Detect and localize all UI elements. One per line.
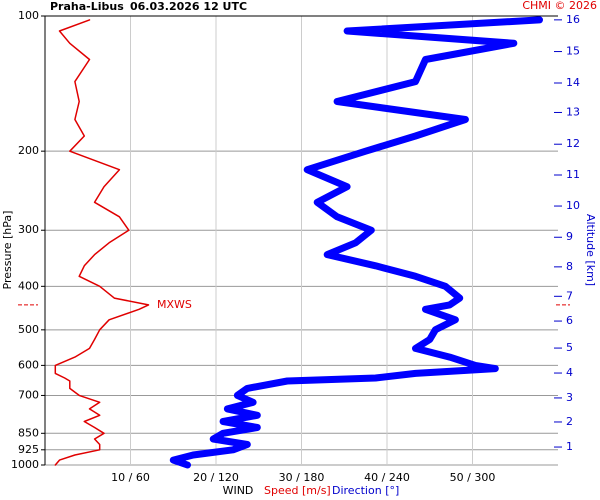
y2-tick-label: 4 xyxy=(566,366,573,379)
x-axis-label: WIND xyxy=(223,484,254,497)
x-tick-label: 40 / 240 xyxy=(364,471,410,484)
copyright: CHMI © 2026 xyxy=(522,0,597,12)
y2-tick-label: 14 xyxy=(566,76,580,89)
max-wind-label: MXWS xyxy=(157,298,192,311)
y-tick-label: 100 xyxy=(18,9,39,22)
y2-tick-label: 8 xyxy=(566,260,573,273)
location: Praha-Libus xyxy=(50,0,124,13)
y-tick-label: 500 xyxy=(18,323,39,336)
y2-tick-label: 16 xyxy=(566,13,580,26)
y2-tick-label: 5 xyxy=(566,341,573,354)
y-tick-label: 925 xyxy=(18,443,39,456)
direction-line xyxy=(169,16,543,469)
y2-tick-label: 7 xyxy=(566,289,573,302)
y-tick-label: 600 xyxy=(18,358,39,371)
y2-tick-label: 3 xyxy=(566,391,573,404)
x-tick-label: 30 / 180 xyxy=(279,471,325,484)
y2-tick-label: 6 xyxy=(566,314,573,327)
y2-tick-label: 15 xyxy=(566,45,580,58)
y2-tick-label: 12 xyxy=(566,137,580,150)
legend-entry: Direction [°] xyxy=(332,484,399,497)
speed-line xyxy=(54,19,150,466)
y2-tick-label: 2 xyxy=(566,415,573,428)
y-tick-label: 300 xyxy=(18,223,39,236)
x-tick-label: 10 / 60 xyxy=(111,471,150,484)
legend-entry: Speed [m/s] xyxy=(264,484,331,497)
y-tick-label: 400 xyxy=(18,279,39,292)
x-tick-label: 20 / 120 xyxy=(193,471,239,484)
y-axis-label: Pressure [hPa] xyxy=(1,211,14,290)
y-tick-label: 700 xyxy=(18,388,39,401)
y2-tick-label: 11 xyxy=(566,168,580,181)
y2-tick-label: 9 xyxy=(566,230,573,243)
y2-tick-label: 13 xyxy=(566,105,580,118)
y-tick-label: 200 xyxy=(18,144,39,157)
y-tick-label: 850 xyxy=(18,426,39,439)
y2-tick-label: 1 xyxy=(566,440,573,453)
x-tick-label: 50 / 300 xyxy=(450,471,496,484)
y2-tick-label: 10 xyxy=(566,199,580,212)
datetime: 06.03.2026 12 UTC xyxy=(130,0,247,13)
y-tick-label: 1000 xyxy=(11,458,39,471)
y2-axis-label: Altitude [km] xyxy=(584,214,597,286)
